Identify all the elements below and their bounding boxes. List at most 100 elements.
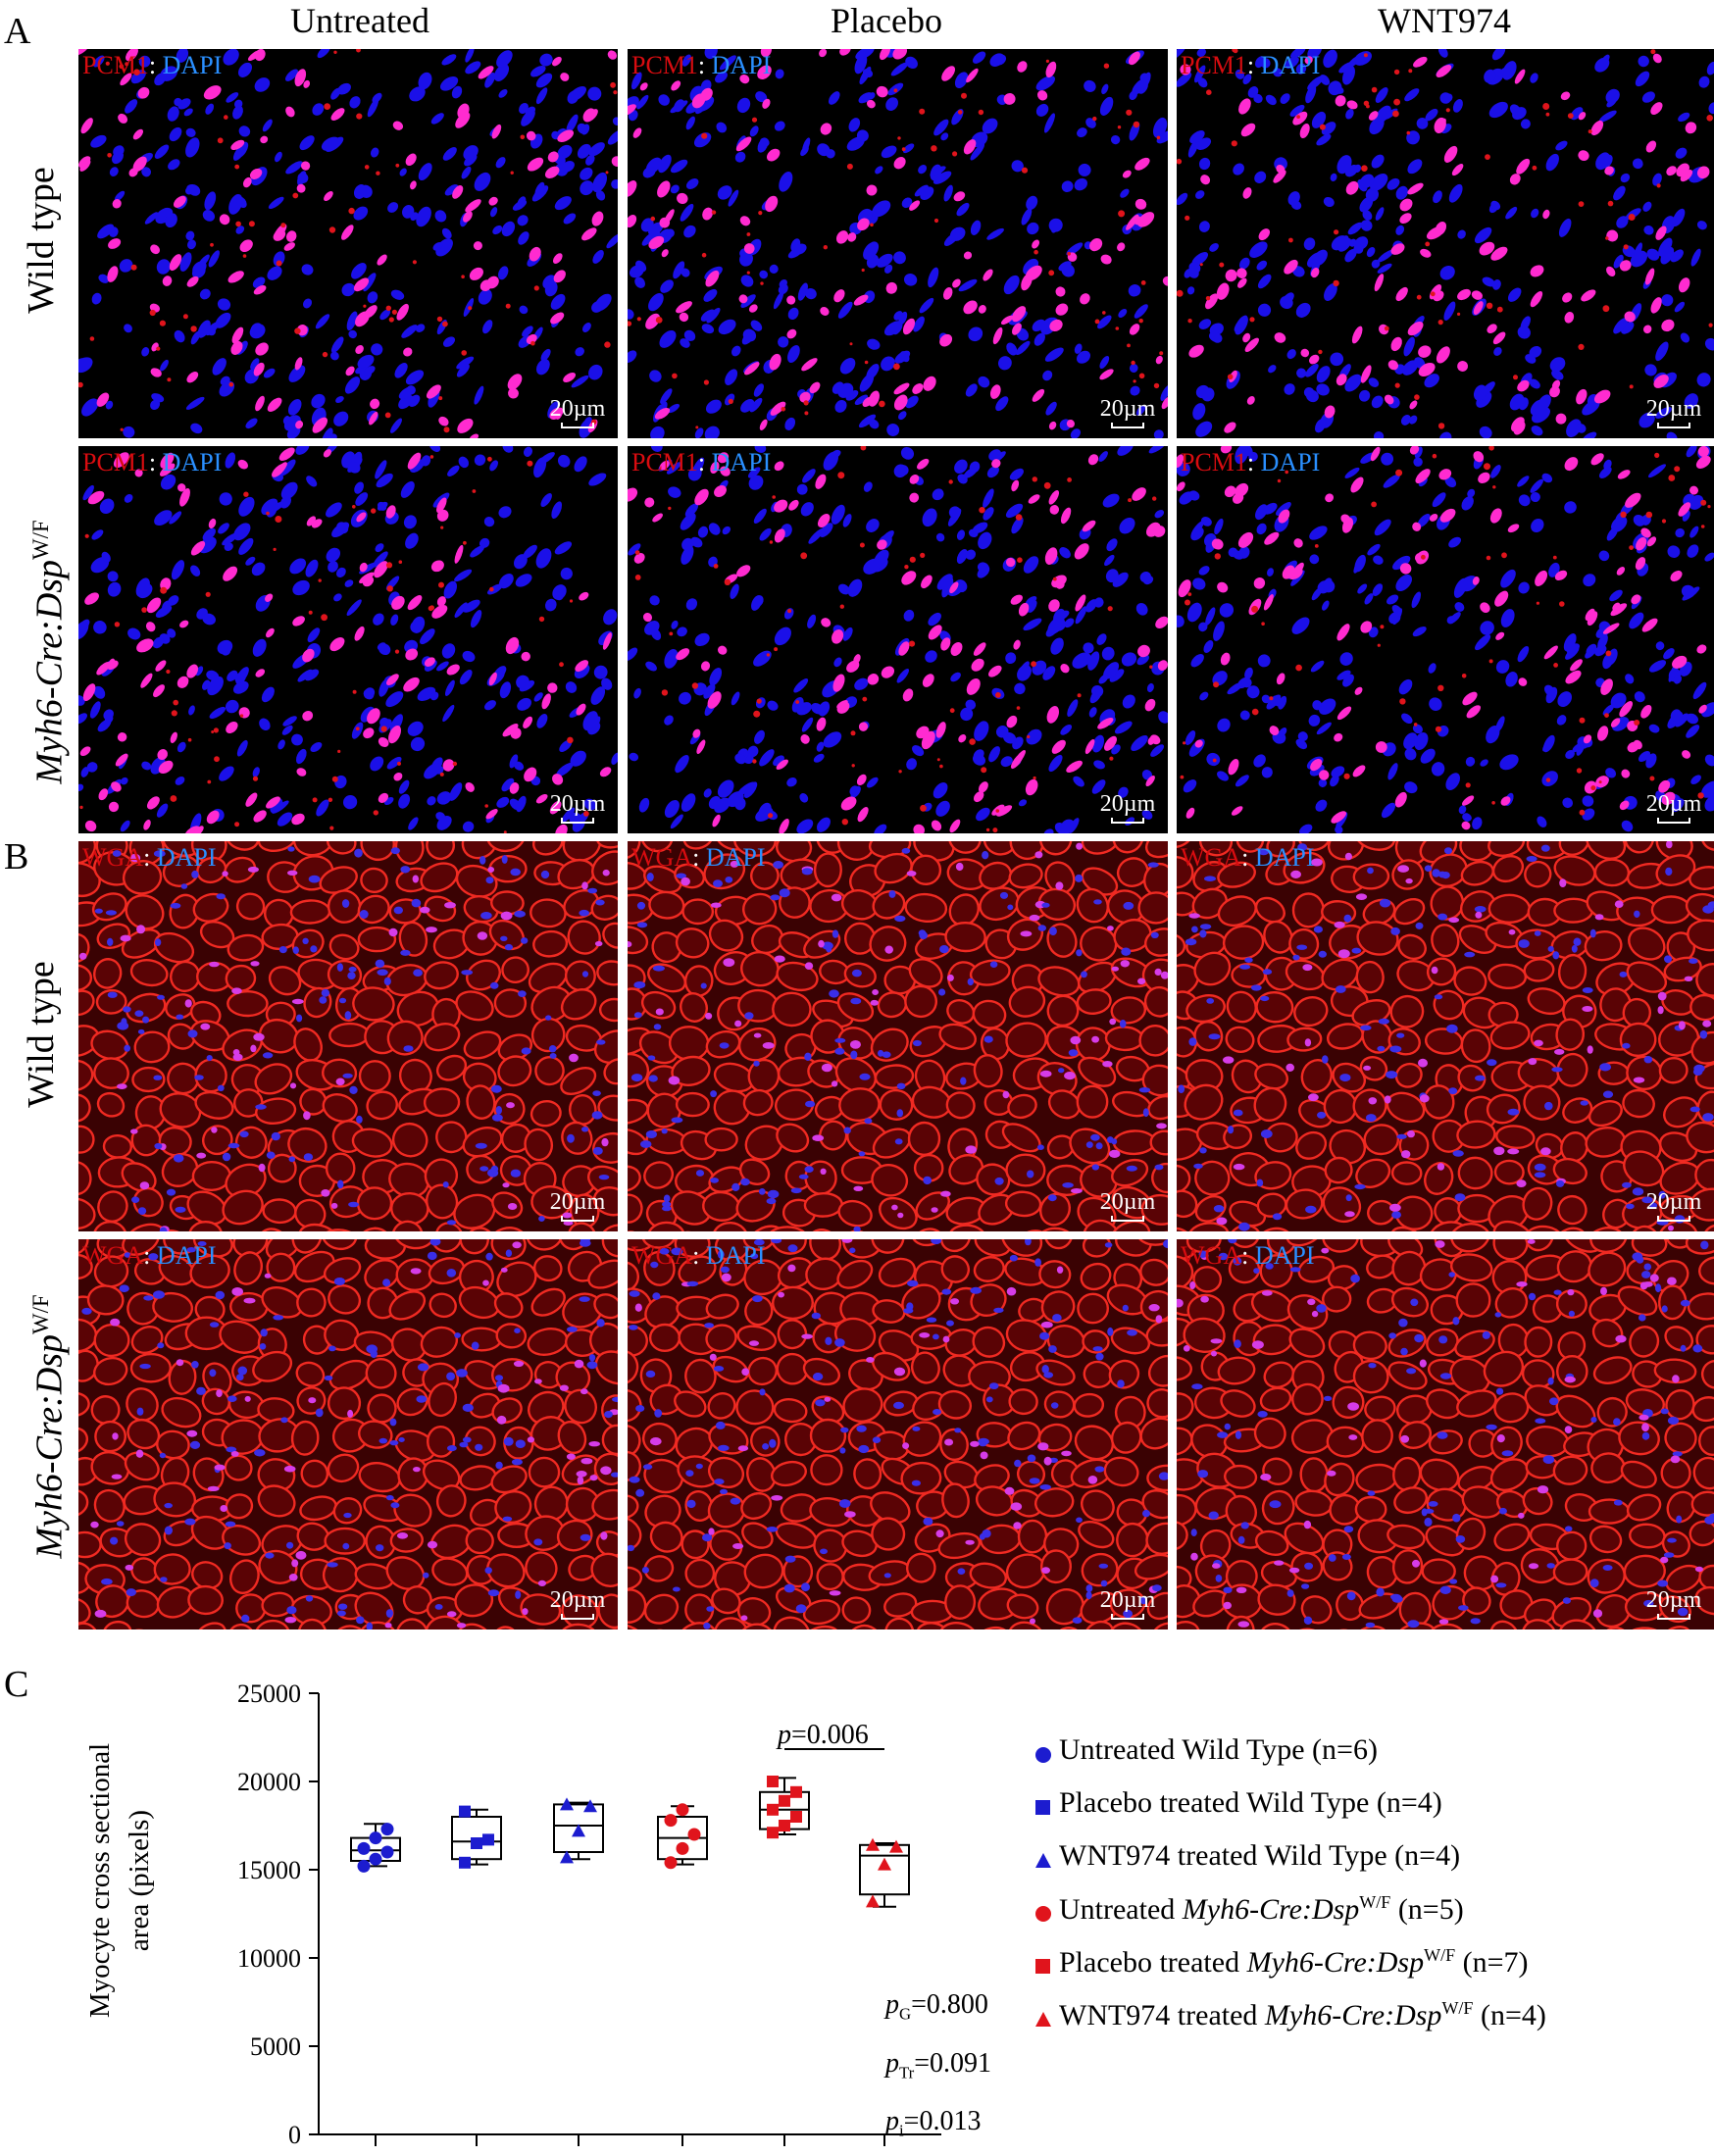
legend-marker-square-blue bbox=[1033, 1798, 1053, 1818]
legend-marker-triangle-red bbox=[1033, 2010, 1053, 2030]
data-point bbox=[688, 1829, 701, 1841]
micrograph-texture bbox=[1177, 841, 1714, 1231]
stats-block: pG=0.800 pTr=0.091 pi=0.013 bbox=[885, 1981, 991, 2156]
micrograph-texture bbox=[628, 49, 1168, 438]
image-pcm1-wildtype-wnt974: PCM1: DAPI 20µm bbox=[1177, 49, 1714, 438]
legend-item-3: WNT974 treated Wild Type (n=4) bbox=[1059, 1839, 1460, 1873]
data-point bbox=[779, 1820, 790, 1831]
data-point bbox=[482, 1833, 494, 1845]
stain-label: PCM1: DAPI bbox=[82, 448, 222, 477]
stain-label: PCM1: DAPI bbox=[631, 51, 771, 80]
micrograph-texture bbox=[78, 49, 618, 438]
legend-item-1: Untreated Wild Type (n=6) bbox=[1059, 1733, 1378, 1767]
legend-item-5: Placebo treated Myh6-Cre:DspW/F (n=7) bbox=[1059, 1945, 1529, 1980]
data-point bbox=[665, 1814, 678, 1827]
stain-label: WGA: DAPI bbox=[631, 1241, 766, 1271]
image-pcm1-mutant-wnt974: PCM1: DAPI 20µm bbox=[1177, 446, 1714, 833]
scale-bar: 20µm bbox=[1097, 1588, 1158, 1620]
data-point bbox=[677, 1842, 689, 1855]
data-point bbox=[381, 1823, 394, 1835]
y-tick-label: 25000 bbox=[237, 1680, 301, 1708]
image-pcm1-wildtype-placebo: PCM1: DAPI 20µm bbox=[628, 49, 1168, 438]
data-point bbox=[866, 1894, 880, 1907]
micrograph-texture bbox=[628, 841, 1168, 1231]
stain-label: WGA: DAPI bbox=[1181, 1241, 1315, 1271]
data-point bbox=[459, 1857, 471, 1869]
y-axis-title: Myocyte cross sectional area (pixels) bbox=[80, 1733, 178, 2028]
data-point bbox=[767, 1776, 779, 1787]
micrograph-texture bbox=[1177, 446, 1714, 833]
row-label-wild-type-a: Wild type bbox=[19, 44, 64, 436]
stain-label: PCM1: DAPI bbox=[631, 448, 771, 477]
data-point bbox=[779, 1795, 790, 1807]
data-point bbox=[471, 1837, 482, 1849]
data-point bbox=[767, 1804, 779, 1816]
micrograph-texture bbox=[78, 1239, 618, 1630]
micrograph-texture bbox=[1177, 1239, 1714, 1630]
micrograph-texture bbox=[628, 1239, 1168, 1630]
micrograph-texture bbox=[78, 841, 618, 1231]
image-pcm1-wildtype-untreated: PCM1: DAPI 20µm bbox=[78, 49, 618, 438]
data-point bbox=[767, 1827, 779, 1838]
micrograph-texture bbox=[1177, 49, 1714, 438]
row-label-mutant-b: Myh6-Cre:DspW/F bbox=[19, 1230, 64, 1623]
data-point bbox=[358, 1842, 371, 1855]
image-wga-mutant-wnt974: WGA: DAPI 20µm bbox=[1177, 1239, 1714, 1630]
stain-label: WGA: DAPI bbox=[82, 1241, 217, 1271]
scale-bar: 20µm bbox=[547, 792, 608, 824]
y-tick-label: 10000 bbox=[237, 1944, 301, 1973]
data-point bbox=[381, 1846, 394, 1859]
stain-label: PCM1: DAPI bbox=[82, 51, 222, 80]
stat-p-treatment: pTr=0.091 bbox=[885, 2039, 991, 2098]
image-pcm1-mutant-untreated: PCM1: DAPI 20µm bbox=[78, 446, 618, 833]
image-wga-wildtype-untreated: WGA: DAPI 20µm bbox=[78, 841, 618, 1231]
stain-label: WGA: DAPI bbox=[631, 843, 766, 873]
data-point bbox=[370, 1853, 382, 1866]
legend-marker-triangle-blue bbox=[1033, 1851, 1053, 1871]
legend-marker-square-red bbox=[1033, 1957, 1053, 1977]
image-wga-wildtype-placebo: WGA: DAPI 20µm bbox=[628, 841, 1168, 1231]
legend: Untreated Wild Type (n=6) Placebo treate… bbox=[1059, 1733, 1706, 2057]
column-header-wnt974: WNT974 bbox=[1170, 0, 1714, 41]
micrograph-texture bbox=[78, 446, 618, 833]
stat-p-interaction: pi=0.013 bbox=[885, 2097, 991, 2156]
row-label-mutant-a: Myh6-Cre:DspW/F bbox=[19, 456, 64, 848]
legend-item-6: WNT974 treated Myh6-Cre:DspW/F (n=4) bbox=[1059, 1998, 1546, 2032]
scale-bar: 20µm bbox=[547, 397, 608, 428]
image-wga-mutant-placebo: WGA: DAPI 20µm bbox=[628, 1239, 1168, 1630]
data-point bbox=[790, 1786, 802, 1798]
legend-item-4: Untreated Myh6-Cre:DspW/F (n=5) bbox=[1059, 1892, 1464, 1927]
data-point bbox=[665, 1856, 678, 1869]
stain-label: PCM1: DAPI bbox=[1181, 51, 1320, 80]
image-pcm1-mutant-placebo: PCM1: DAPI 20µm bbox=[628, 446, 1168, 833]
scale-bar: 20µm bbox=[1097, 1190, 1158, 1222]
scale-bar: 20µm bbox=[1643, 1588, 1704, 1620]
y-tick-label: 5000 bbox=[250, 2032, 301, 2061]
image-wga-mutant-untreated: WGA: DAPI 20µm bbox=[78, 1239, 618, 1630]
stat-p-genotype: pG=0.800 bbox=[885, 1981, 991, 2039]
image-wga-wildtype-wnt974: WGA: DAPI 20µm bbox=[1177, 841, 1714, 1231]
scale-bar: 20µm bbox=[1097, 397, 1158, 428]
column-header-untreated: Untreated bbox=[85, 0, 634, 41]
data-point bbox=[370, 1831, 382, 1844]
data-point bbox=[790, 1811, 802, 1823]
data-point bbox=[459, 1806, 471, 1818]
y-tick-label: 0 bbox=[288, 2121, 301, 2149]
legend-marker-circle-red bbox=[1033, 1904, 1053, 1924]
scale-bar: 20µm bbox=[1643, 1190, 1704, 1222]
column-header-placebo: Placebo bbox=[612, 0, 1161, 41]
micrograph-texture bbox=[628, 446, 1168, 833]
legend-item-2: Placebo treated Wild Type (n=4) bbox=[1059, 1786, 1442, 1820]
scale-bar: 20µm bbox=[1643, 397, 1704, 428]
y-tick-label: 15000 bbox=[237, 1856, 301, 1884]
row-label-wild-type-b: Wild type bbox=[19, 838, 64, 1230]
y-tick-label: 20000 bbox=[237, 1768, 301, 1796]
scale-bar: 20µm bbox=[547, 1190, 608, 1222]
scale-bar: 20µm bbox=[1643, 792, 1704, 824]
data-point bbox=[677, 1803, 689, 1816]
data-point bbox=[358, 1860, 371, 1873]
stain-label: PCM1: DAPI bbox=[1181, 448, 1320, 477]
stain-label: WGA: DAPI bbox=[82, 843, 217, 873]
scale-bar: 20µm bbox=[547, 1588, 608, 1620]
comparison-p-label: p=0.006 bbox=[778, 1720, 869, 1751]
